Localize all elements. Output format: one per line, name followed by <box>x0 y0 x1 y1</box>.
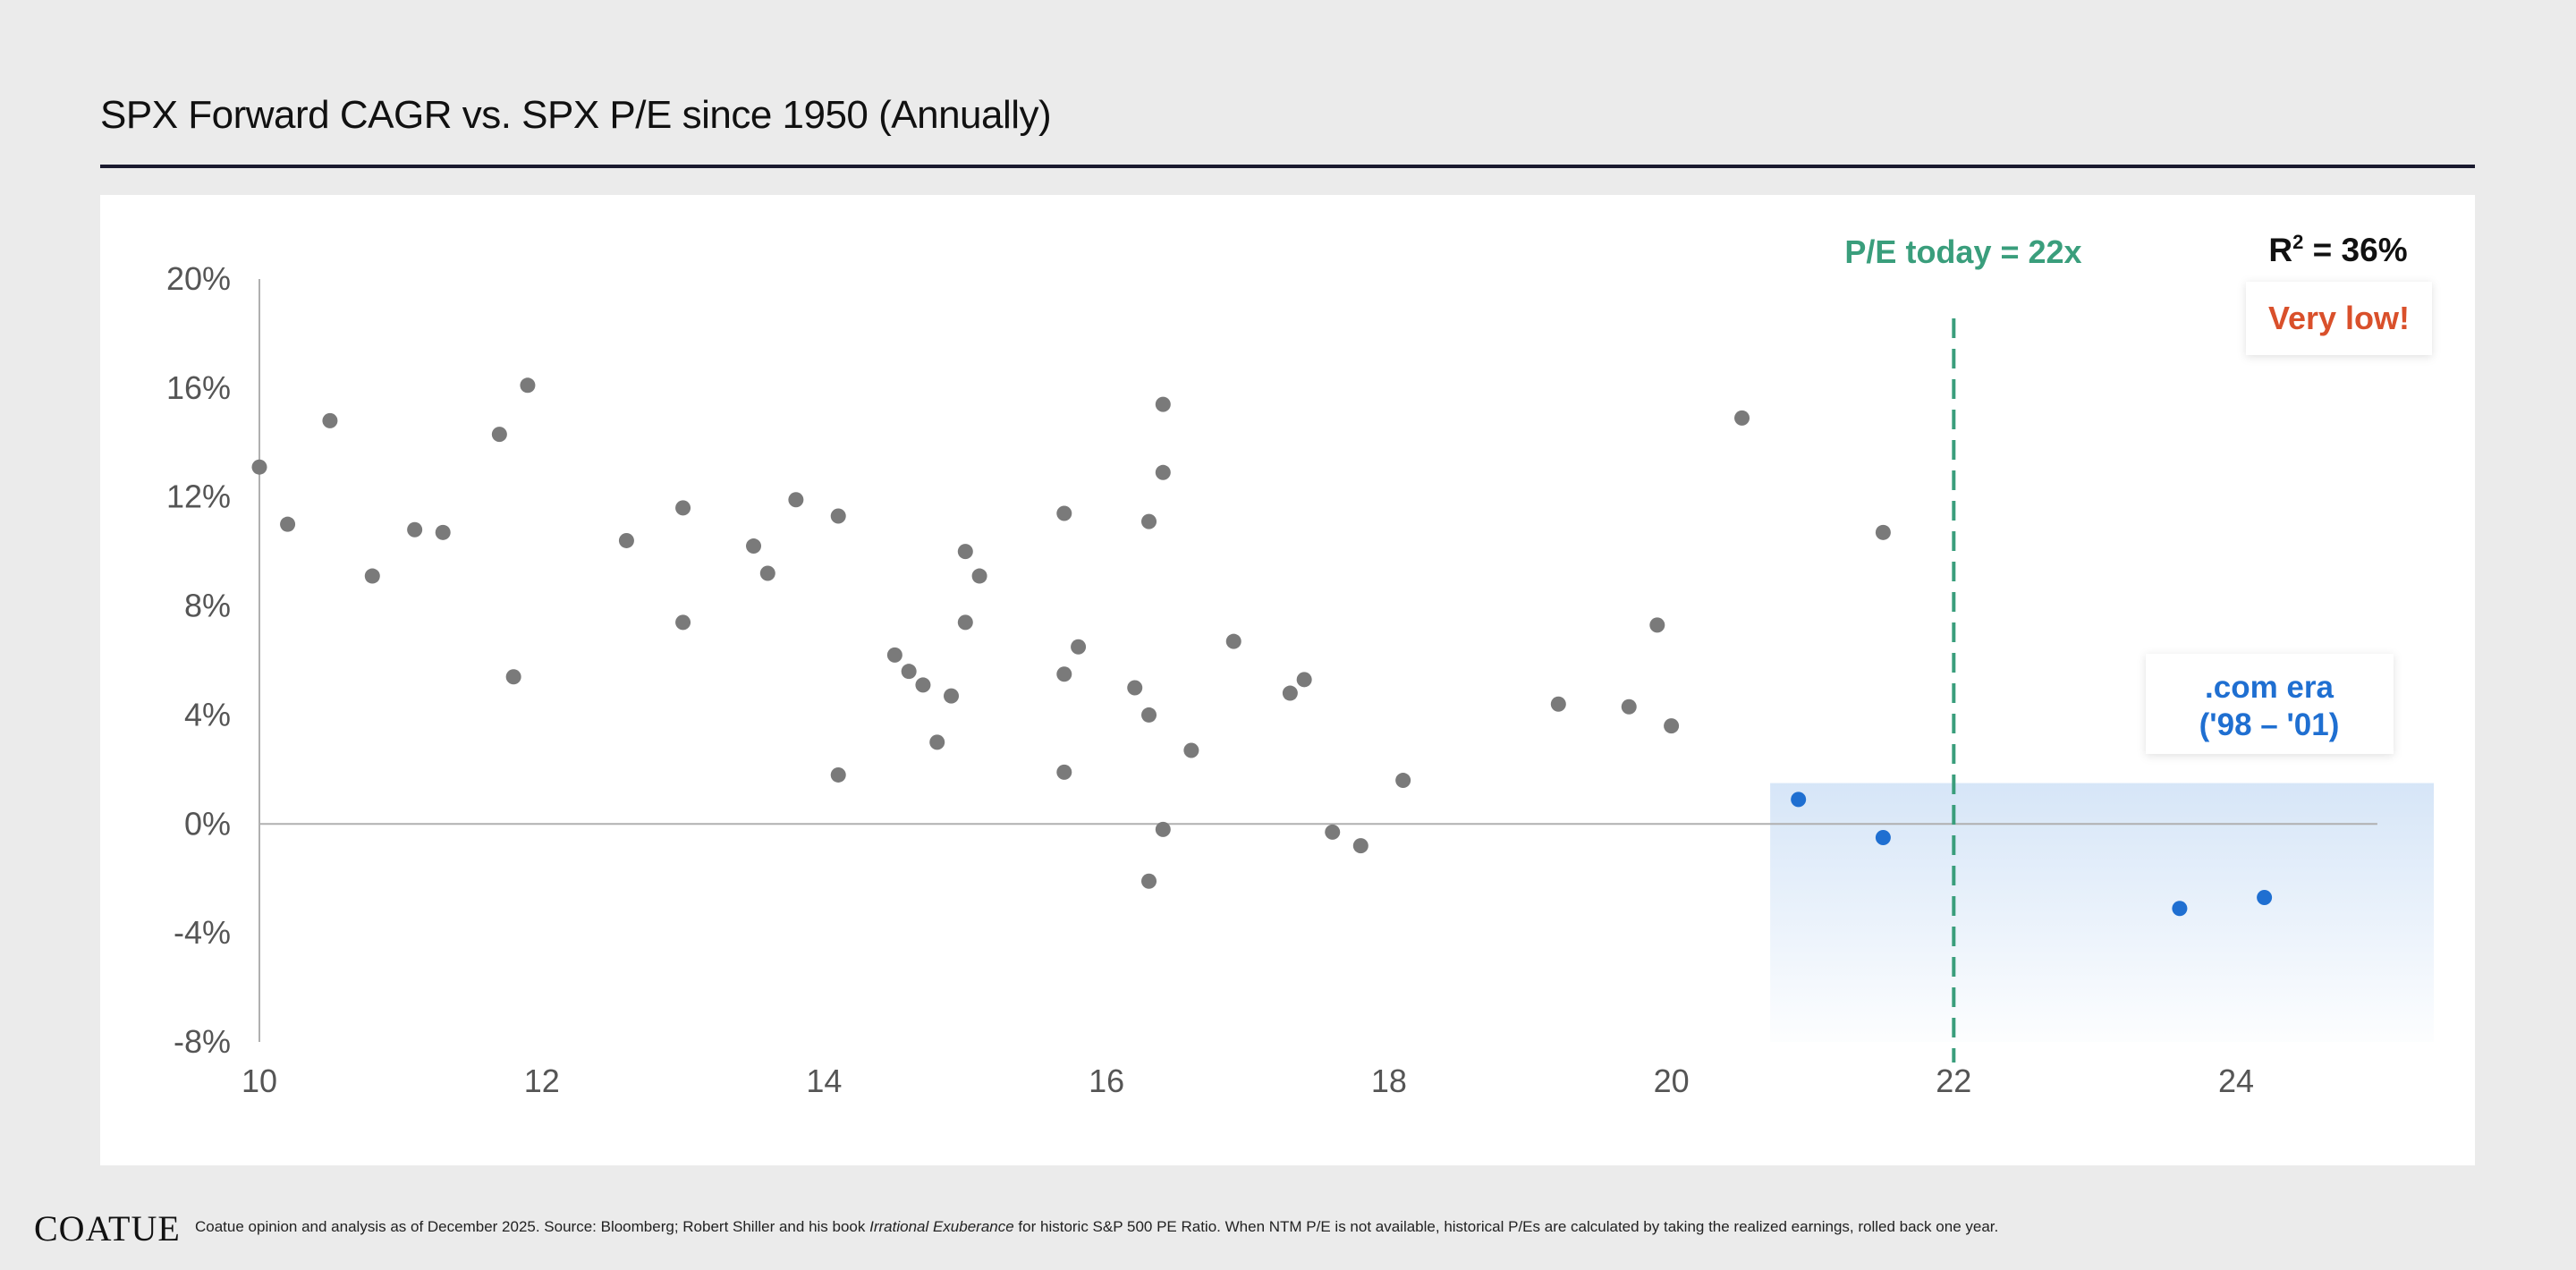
dotcom-card <box>2146 654 2394 754</box>
x-tick-label: 12 <box>524 1063 560 1099</box>
very-low-label: Very low! <box>2268 300 2410 336</box>
y-tick-label: 8% <box>184 588 231 624</box>
data-point <box>1155 464 1171 480</box>
data-point <box>915 677 931 693</box>
dotcom-label-line1: .com era <box>2205 670 2334 705</box>
x-tick-label: 16 <box>1089 1063 1124 1099</box>
data-point <box>1875 524 1891 540</box>
data-point <box>618 532 634 548</box>
chart-panel: 20% 16% 12% 8% 4% 0% -4% -8% 10 12 14 16 18 20 22 24 P/… <box>100 195 2475 1165</box>
data-point <box>435 524 451 540</box>
data-point <box>1056 666 1072 682</box>
very-low-card <box>2246 282 2432 355</box>
dotcom-label-line2: ('98 – '01) <box>2199 707 2340 742</box>
x-tick-label: 18 <box>1371 1063 1407 1099</box>
data-point <box>886 647 902 663</box>
y-tick-label: -8% <box>174 1023 231 1060</box>
data-point <box>520 377 536 394</box>
r-squared-superscript: 2 <box>2292 231 2303 253</box>
data-point <box>1141 513 1157 529</box>
scatter-chart: 20% 16% 12% 8% 4% 0% -4% -8% 10 12 14 16 18 20 22 24 P/… <box>166 231 2435 1099</box>
data-point <box>1127 680 1143 696</box>
footnote-prefix: Coatue opinion and analysis as of Decemb… <box>195 1218 870 1235</box>
y-tick-label: 12% <box>166 478 231 515</box>
dotcom-data-point <box>1791 792 1807 808</box>
x-tick-label: 20 <box>1654 1063 1690 1099</box>
y-tick-label: -4% <box>174 914 231 951</box>
data-point <box>1395 773 1411 789</box>
data-point <box>759 565 775 581</box>
data-point <box>1155 821 1171 837</box>
data-point <box>505 669 521 685</box>
data-point <box>971 568 987 584</box>
data-point <box>675 500 691 516</box>
data-point <box>1225 633 1241 649</box>
dotcom-data-point <box>2257 890 2273 906</box>
data-point <box>1056 505 1072 521</box>
data-point <box>1352 838 1368 854</box>
x-tick-label: 14 <box>806 1063 842 1099</box>
data-point <box>746 538 762 555</box>
y-tick-label: 20% <box>166 260 231 297</box>
data-point <box>1071 639 1087 655</box>
data-point <box>322 412 338 428</box>
data-point <box>1734 410 1750 426</box>
data-point <box>251 459 267 475</box>
footnote-book-title: Irrational Exuberance <box>869 1218 1014 1235</box>
y-tick-label: 16% <box>166 369 231 406</box>
footnote: Coatue opinion and analysis as of Decemb… <box>195 1218 1998 1236</box>
data-point <box>1296 672 1312 688</box>
data-point <box>1282 685 1298 701</box>
data-point <box>929 734 945 750</box>
data-point <box>364 568 380 584</box>
data-point <box>675 614 691 631</box>
r-squared-value: = 36% <box>2303 232 2407 268</box>
pe-today-label: P/E today = 22x <box>1844 233 2081 270</box>
data-point <box>1664 718 1680 734</box>
data-point <box>1621 698 1637 715</box>
data-point <box>491 427 507 443</box>
r-squared-r: R <box>2268 232 2292 268</box>
data-point <box>1550 696 1566 712</box>
data-point <box>280 516 296 532</box>
data-point <box>788 492 804 508</box>
data-point <box>901 664 917 680</box>
page-title: SPX Forward CAGR vs. SPX P/E since 1950 … <box>100 93 1052 137</box>
data-point <box>1325 824 1341 840</box>
footnote-suffix: for historic S&P 500 PE Ratio. When NTM … <box>1013 1218 1999 1235</box>
coatue-logo: COATUE <box>34 1208 181 1249</box>
r-squared-label: R2 = 36% <box>2268 231 2407 268</box>
y-tick-label: 0% <box>184 805 231 842</box>
dotcom-data-point <box>2172 901 2188 917</box>
x-tick-label: 10 <box>242 1063 277 1099</box>
title-divider <box>100 165 2475 168</box>
data-point <box>1155 396 1171 412</box>
x-tick-label: 24 <box>2218 1063 2254 1099</box>
data-point <box>957 544 973 560</box>
data-point <box>944 688 960 704</box>
data-point <box>1141 707 1157 723</box>
data-point <box>1649 617 1665 633</box>
data-point <box>830 766 846 783</box>
data-point <box>1056 764 1072 780</box>
y-tick-label: 4% <box>184 696 231 732</box>
x-tick-label: 22 <box>1936 1063 1971 1099</box>
data-point <box>1141 873 1157 889</box>
data-point <box>957 614 973 631</box>
data-point <box>830 508 846 524</box>
dotcom-data-point <box>1875 830 1891 846</box>
data-point <box>407 521 423 538</box>
dotcom-region <box>1770 783 2435 1042</box>
data-point <box>1183 742 1199 758</box>
